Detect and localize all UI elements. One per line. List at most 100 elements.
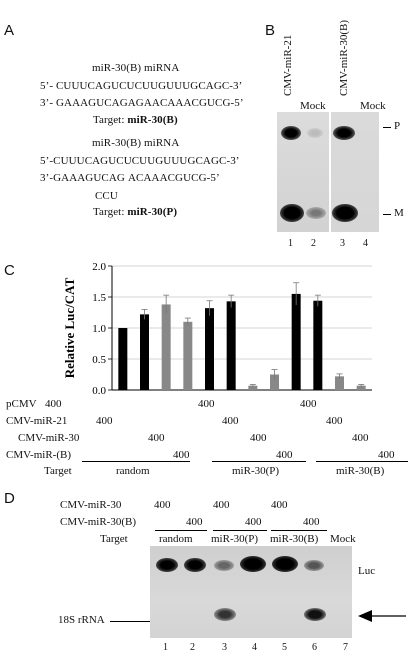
luc-band-5 bbox=[272, 556, 298, 572]
bar bbox=[335, 376, 344, 390]
target-line-b bbox=[316, 461, 408, 462]
target-d-mock: Mock bbox=[330, 533, 356, 545]
d-line-random bbox=[155, 530, 207, 531]
band-m-lane3 bbox=[332, 204, 358, 222]
bar bbox=[270, 374, 279, 390]
target-line-random bbox=[82, 461, 190, 462]
mir30-val-2: 400 bbox=[250, 432, 267, 444]
y-tick-label: 0.5 bbox=[92, 354, 106, 366]
luc-band-6 bbox=[304, 560, 324, 571]
pcmv-val-1: 400 bbox=[45, 398, 62, 410]
band-18s-pointer bbox=[110, 621, 150, 622]
lane-number-d-7: 7 bbox=[343, 642, 348, 653]
bulge-bottom-strand: 3’- GAAAGUCAGAGAACAAACGUCG-5’ bbox=[40, 97, 244, 109]
lane-number-b-4: 4 bbox=[363, 238, 368, 249]
d-line-p bbox=[213, 530, 267, 531]
y-tick-label: 1.5 bbox=[92, 292, 106, 304]
band-p-lane2 bbox=[307, 128, 323, 138]
lane-header-cmv-mir-21: CMV-miR-21 bbox=[282, 34, 294, 96]
row-label-cmv-mir-21: CMV-miR-21 bbox=[6, 415, 68, 427]
lane-number-d-5: 5 bbox=[282, 642, 287, 653]
target-d-p: miR-30(P) bbox=[211, 533, 259, 545]
lane-number-b-2: 2 bbox=[311, 238, 316, 249]
mirb-val-3: 400 bbox=[378, 449, 395, 461]
mirb-val-2: 400 bbox=[276, 449, 293, 461]
perfect-title: miR-30(B) miRNA bbox=[92, 137, 180, 149]
lane-header-cmv-mir-30b: CMV-miR-30(B) bbox=[338, 20, 350, 96]
row-label-cmv-mir-b: CMV-miR-(B) bbox=[6, 449, 71, 461]
d-mir30-val-3: 400 bbox=[271, 499, 288, 511]
bar bbox=[313, 300, 323, 390]
perfect-bottom-left: 3’-GAAAGUCAG bbox=[40, 172, 125, 184]
luc-band-3 bbox=[214, 560, 234, 571]
bar bbox=[205, 308, 214, 390]
marker-p: P bbox=[394, 120, 401, 132]
target-c-p: miR-30(P) bbox=[232, 465, 280, 477]
y-tick-label: 1.0 bbox=[92, 323, 106, 335]
y-tick-label: 0.0 bbox=[92, 385, 106, 397]
bar bbox=[356, 385, 366, 390]
marker-p-tick bbox=[383, 127, 391, 128]
y-axis-label: Relative Luc/CAT bbox=[62, 277, 77, 378]
bulge-target-name: miR-30(B) bbox=[127, 114, 178, 126]
lane-number-d-3: 3 bbox=[222, 642, 227, 653]
bulge-title: miR-30(B) miRNA bbox=[92, 62, 180, 74]
bulge-target-line: Target: miR-30(B) bbox=[93, 114, 178, 126]
band-18s-label: 18S rRNA bbox=[58, 614, 105, 626]
bulge-target-prefix: Target: bbox=[93, 114, 128, 126]
bar bbox=[140, 314, 149, 390]
bar bbox=[183, 321, 193, 390]
pcmv-val-2: 400 bbox=[198, 398, 215, 410]
luc-band-2 bbox=[184, 558, 206, 572]
d-mir30-val-1: 400 bbox=[154, 499, 171, 511]
gel-d bbox=[150, 546, 352, 638]
row-label-d-mir30: CMV-miR-30 bbox=[60, 499, 122, 511]
row-label-target-c: Target bbox=[44, 465, 72, 477]
d-line-b bbox=[271, 530, 327, 531]
band-luc-label: Luc bbox=[358, 565, 376, 577]
lane-number-b-1: 1 bbox=[288, 238, 293, 249]
bulge-top-strand: 5’- CUUUCAGUCUCUUGUUUGCAGC-3’ bbox=[40, 80, 243, 92]
marker-m-tick bbox=[383, 214, 391, 215]
panel-c-letter: C bbox=[4, 262, 15, 279]
target-d-random: random bbox=[159, 533, 193, 545]
target-c-random: random bbox=[116, 465, 150, 477]
band-m-lane2 bbox=[306, 207, 326, 219]
panel-a-letter: A bbox=[4, 22, 15, 39]
row-label-pcmv: pCMV bbox=[6, 398, 37, 410]
band-p-lane3 bbox=[333, 126, 355, 140]
perfect-loop: CCU bbox=[95, 190, 118, 202]
panel-d-letter: D bbox=[4, 490, 15, 507]
bar bbox=[118, 328, 128, 390]
luc-band-1 bbox=[156, 558, 178, 572]
perfect-bottom-right: ACAAACGUCG-5’ bbox=[128, 172, 220, 184]
lane-number-d-6: 6 bbox=[312, 642, 317, 653]
mir30-val-3: 400 bbox=[352, 432, 369, 444]
lane-number-d-4: 4 bbox=[252, 642, 257, 653]
arrow-icon bbox=[358, 610, 406, 622]
d-mir30b-val-2: 400 bbox=[245, 516, 262, 528]
bar bbox=[226, 301, 236, 390]
lane-number-d-1: 1 bbox=[163, 642, 168, 653]
target-d-b: miR-30(B) bbox=[270, 533, 319, 545]
bar bbox=[291, 293, 301, 390]
d-mir30b-val-1: 400 bbox=[186, 516, 203, 528]
y-tick-label: 2.0 bbox=[92, 261, 106, 273]
gel-b-left bbox=[277, 112, 329, 232]
marker-m: M bbox=[394, 207, 404, 219]
mirb-val-1: 400 bbox=[173, 449, 190, 461]
luc-band-4 bbox=[240, 556, 266, 572]
perfect-target-line: Target: miR-30(P) bbox=[93, 206, 177, 218]
d-mir30b-val-3: 400 bbox=[303, 516, 320, 528]
lane-number-b-3: 3 bbox=[340, 238, 345, 249]
lane-number-d-2: 2 bbox=[190, 642, 195, 653]
mir21-val-2: 400 bbox=[222, 415, 239, 427]
bar bbox=[161, 304, 171, 390]
target-line-p bbox=[212, 461, 306, 462]
lane-header-mock-1: Mock bbox=[300, 100, 326, 112]
perfect-target-prefix: Target: bbox=[93, 206, 128, 218]
rrna-band-6 bbox=[304, 608, 326, 621]
target-c-b: miR-30(B) bbox=[336, 465, 385, 477]
bar bbox=[248, 385, 258, 390]
row-label-d-mir30b: CMV-miR-30(B) bbox=[60, 516, 136, 528]
